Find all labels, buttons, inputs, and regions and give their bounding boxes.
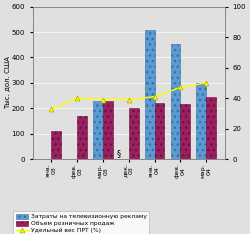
Bar bbox=[77, 116, 87, 159]
Bar bbox=[154, 103, 164, 159]
Bar bbox=[206, 97, 216, 159]
Bar bbox=[145, 29, 154, 159]
Legend: Затраты на телевизионную рекламу, Объем розничных продаж, Удельный вес ПРТ (%): Затраты на телевизионную рекламу, Объем … bbox=[13, 211, 149, 234]
Bar bbox=[129, 108, 138, 159]
Bar bbox=[170, 44, 180, 159]
Y-axis label: Тыс. дол. США: Тыс. дол. США bbox=[4, 56, 10, 109]
Bar bbox=[93, 101, 103, 159]
Bar bbox=[51, 131, 61, 159]
Bar bbox=[103, 101, 113, 159]
Text: §: § bbox=[117, 150, 121, 159]
Bar bbox=[196, 83, 206, 159]
Bar bbox=[180, 105, 190, 159]
